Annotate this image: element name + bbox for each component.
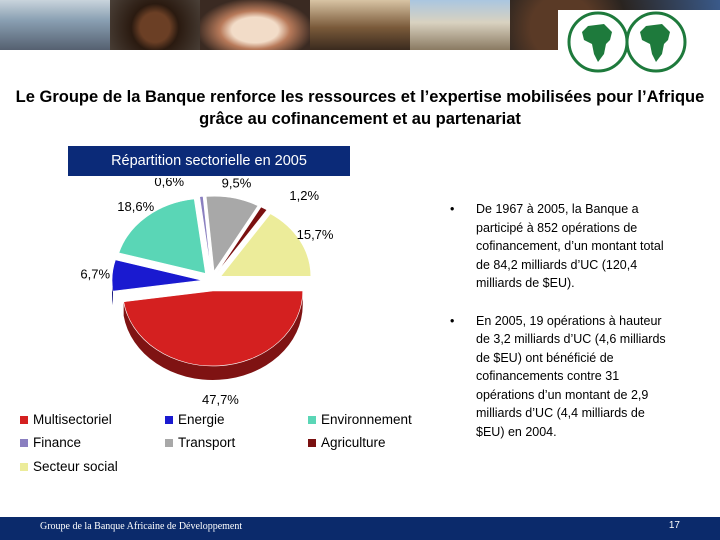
photo-child bbox=[110, 0, 200, 50]
pie-data-label: 0,6% bbox=[154, 178, 184, 189]
legend-swatch bbox=[20, 462, 28, 471]
legend-swatch bbox=[308, 415, 316, 424]
legend-item-finance: Finance bbox=[20, 435, 81, 450]
photo-shell bbox=[200, 0, 310, 50]
photo-street bbox=[410, 0, 510, 50]
pie-slice-environnement bbox=[118, 198, 206, 274]
pie-slice-energie bbox=[111, 259, 203, 292]
pie-slice-transport bbox=[205, 195, 259, 273]
legend-swatch bbox=[308, 438, 316, 447]
afdb-logo-icon bbox=[567, 11, 687, 73]
legend-label: Multisectoriel bbox=[33, 412, 112, 427]
pie-slice-side-multisectoriel bbox=[123, 290, 303, 380]
pie-data-label: 1,2% bbox=[289, 188, 319, 203]
bullet-item: • De 1967 à 2005, la Banque a participé … bbox=[450, 200, 670, 293]
chart-legend: Multisectoriel Energie Environnement Fin… bbox=[20, 412, 440, 482]
bullet-text: En 2005, 19 opérations à hauteur de 3,2 … bbox=[476, 313, 666, 439]
legend-label: Finance bbox=[33, 435, 82, 450]
pie-slice-agriculture bbox=[216, 206, 268, 273]
africa-shape-left bbox=[582, 24, 612, 62]
legend-label: Energie bbox=[178, 412, 225, 427]
footer-bar: Groupe de la Banque Africaine de Dévelop… bbox=[0, 517, 720, 540]
pie-data-label: 18,6% bbox=[117, 199, 154, 214]
legend-swatch bbox=[165, 438, 173, 447]
photo-building bbox=[0, 0, 110, 50]
photo-market bbox=[310, 0, 410, 50]
pie-chart: 47,7% 6,7% 18,6%0,6% 9,5% 1,2% 15,7% bbox=[80, 178, 334, 407]
legend-item-environnement: Environnement bbox=[308, 412, 412, 427]
legend-label: Secteur social bbox=[33, 459, 118, 474]
bullet-item: • En 2005, 19 opérations à hauteur de 3,… bbox=[450, 312, 670, 442]
legend-item-transport: Transport bbox=[165, 435, 235, 450]
chart-title: Répartition sectorielle en 2005 bbox=[68, 146, 350, 176]
bullet-text: De 1967 à 2005, la Banque a participé à … bbox=[476, 202, 664, 290]
legend-item-multisectoriel: Multisectoriel bbox=[20, 412, 112, 427]
africa-shape-right bbox=[640, 24, 670, 62]
legend-item-secteur-social: Secteur social bbox=[20, 459, 118, 474]
legend-label: Transport bbox=[178, 435, 236, 450]
slide-title: Le Groupe de la Banque renforce les ress… bbox=[15, 88, 705, 128]
bullet-list: • De 1967 à 2005, la Banque a participé … bbox=[450, 200, 670, 460]
legend-swatch bbox=[20, 415, 28, 424]
legend-item-agriculture: Agriculture bbox=[308, 435, 386, 450]
pie-slice-secteur-social bbox=[220, 213, 312, 277]
bullet-marker: • bbox=[450, 202, 455, 216]
pie-data-label: 47,7% bbox=[202, 392, 239, 407]
legend-swatch bbox=[165, 415, 173, 424]
pie-slice-finance bbox=[199, 196, 212, 272]
pie-data-label: 6,7% bbox=[80, 267, 110, 282]
pie-data-label: 9,5% bbox=[222, 178, 252, 191]
pie-slice-multisectoriel bbox=[123, 290, 304, 367]
legend-swatch bbox=[20, 438, 28, 447]
legend-label: Agriculture bbox=[321, 435, 386, 450]
page-number: 17 bbox=[668, 520, 680, 531]
legend-item-energie: Energie bbox=[165, 412, 225, 427]
legend-label: Environnement bbox=[321, 412, 412, 427]
logo-area bbox=[558, 10, 720, 75]
footer-text: Groupe de la Banque Africaine de Dévelop… bbox=[40, 521, 243, 532]
bullet-marker: • bbox=[450, 313, 455, 328]
pie-data-label: 15,7% bbox=[297, 227, 334, 242]
